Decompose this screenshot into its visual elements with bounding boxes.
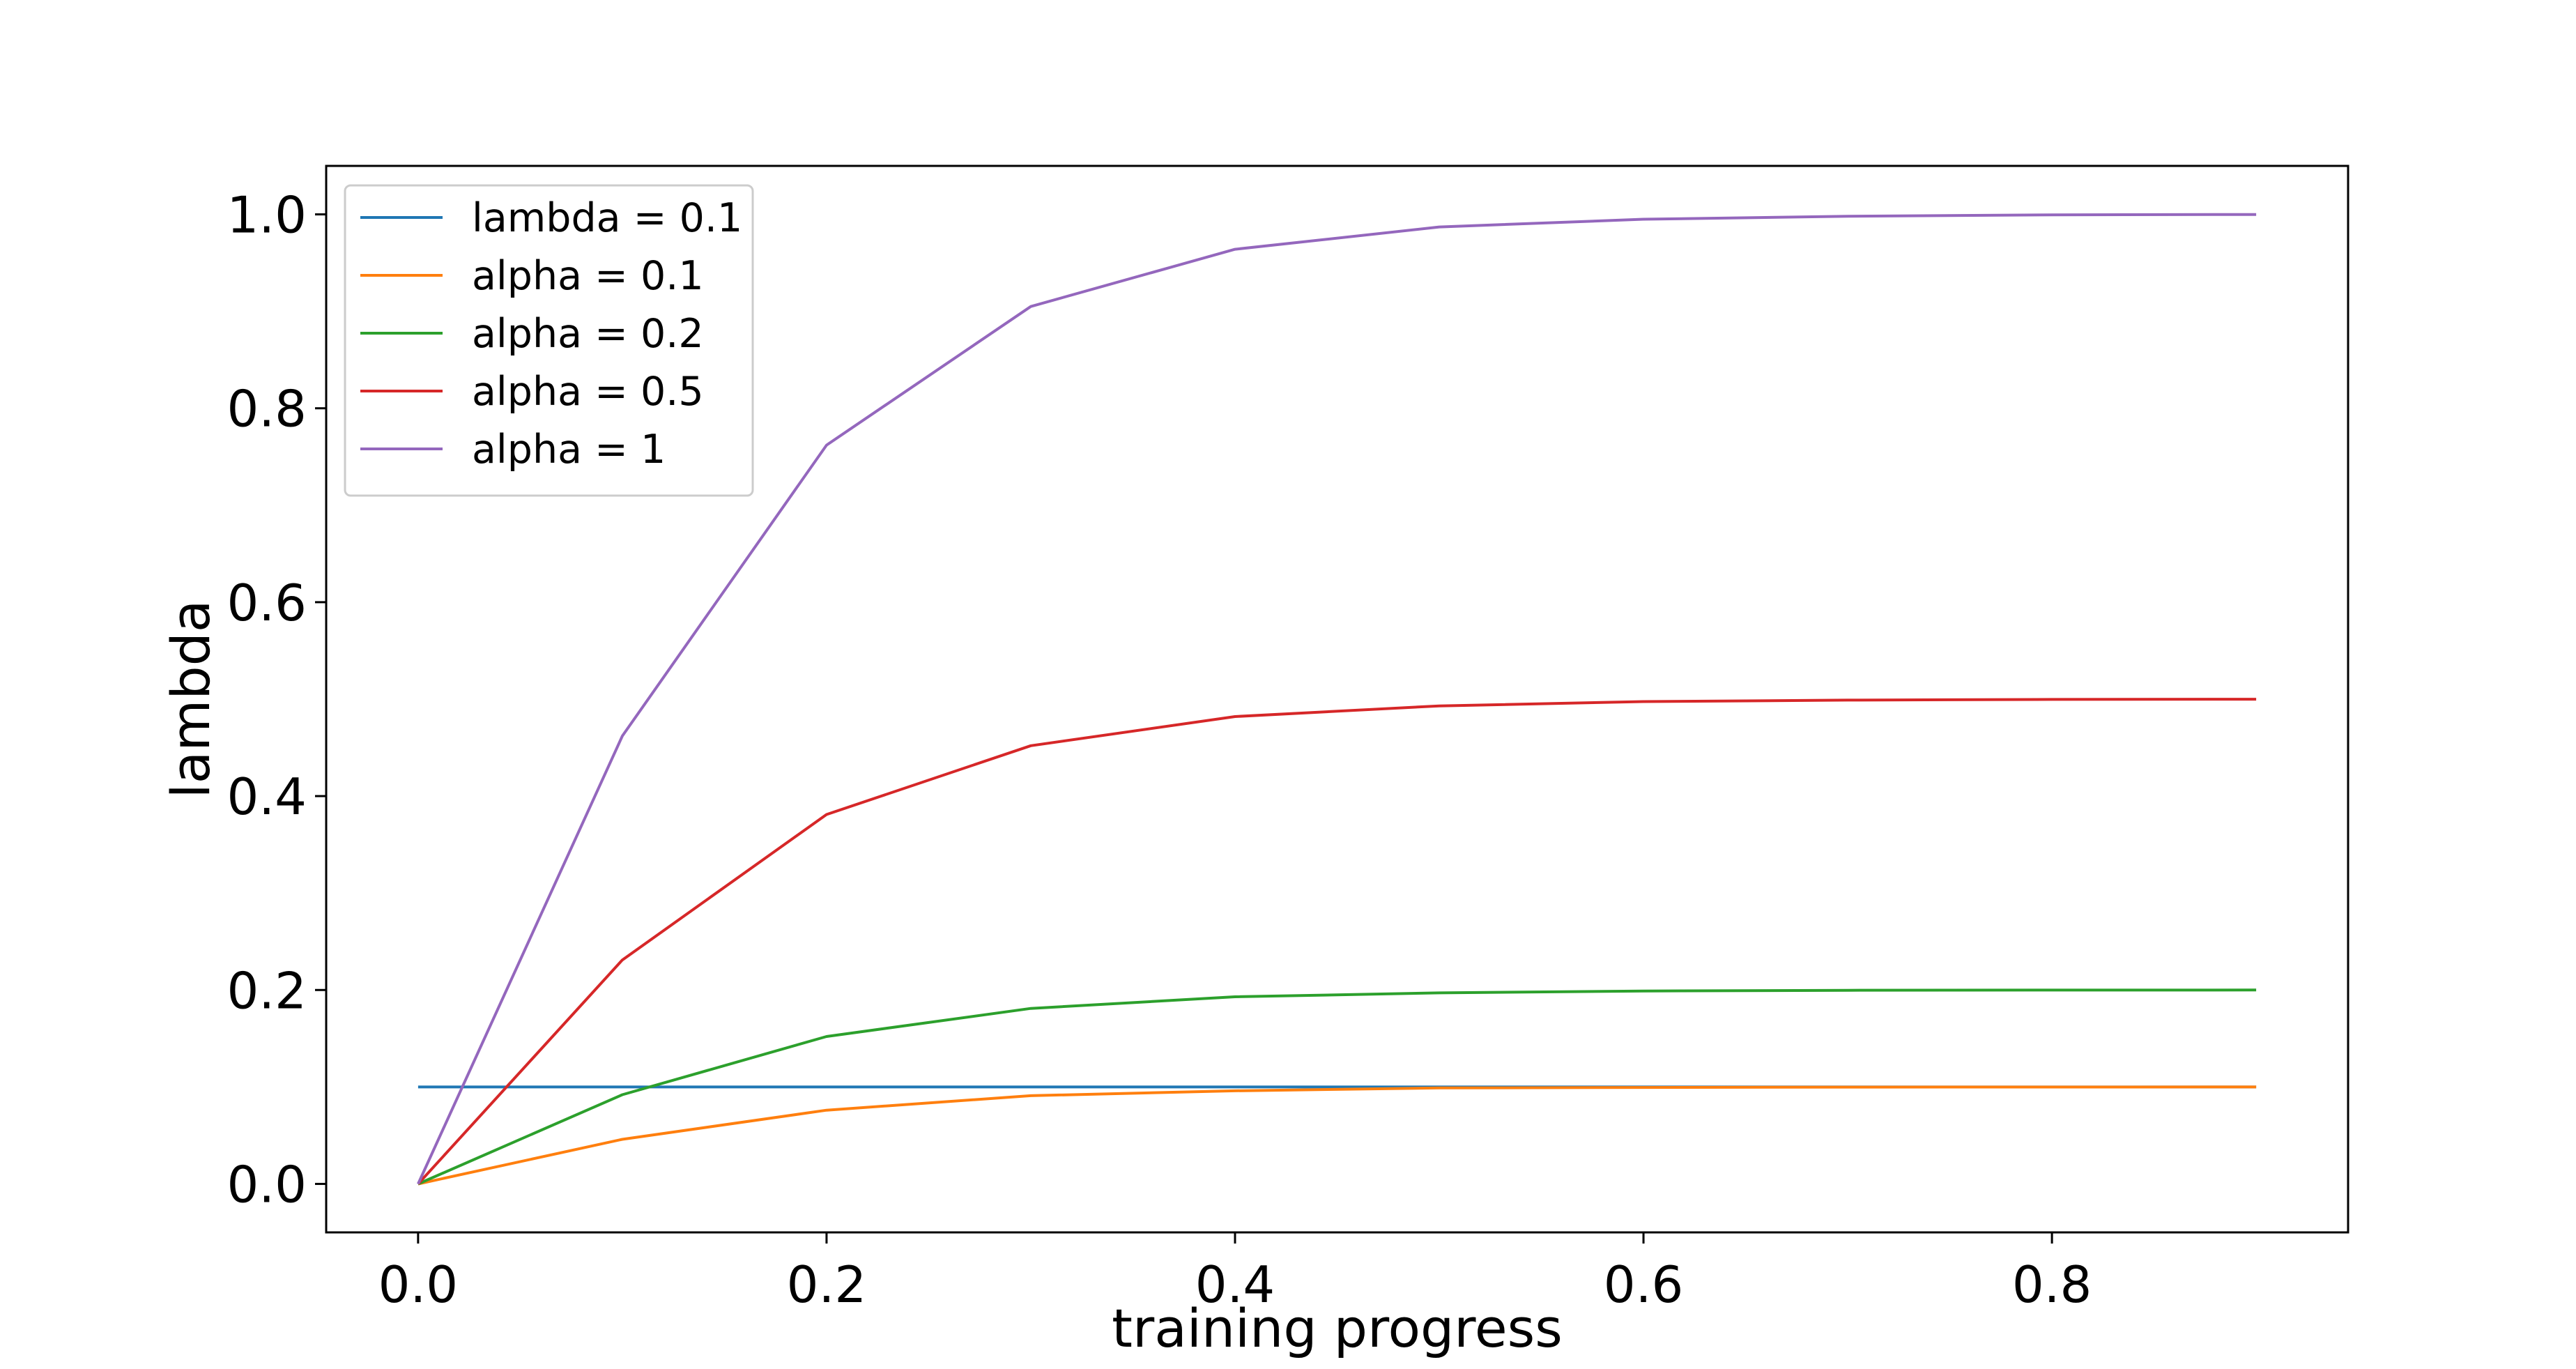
- series-line-1: [417, 1085, 2257, 1186]
- y-tick-label: 0.8: [227, 380, 307, 438]
- x-tick-label: 0.8: [2012, 1255, 2092, 1314]
- y-axis-label: lambda: [160, 600, 222, 799]
- y-tick-label: 1.0: [227, 186, 307, 245]
- series-line-4: [417, 213, 2257, 1185]
- legend-label: alpha = 0.1: [472, 253, 704, 299]
- x-tick-label: 0.6: [1604, 1255, 1684, 1314]
- x-tick-label: 0.2: [787, 1255, 867, 1314]
- y-tick-label: 0.0: [227, 1155, 307, 1214]
- series-layer: [417, 213, 2257, 1186]
- legend-label: alpha = 1: [472, 427, 666, 473]
- plot-frame: [325, 165, 2349, 1234]
- legend: lambda = 0.1 alpha = 0.1 alpha = 0.2 alpha …: [344, 184, 754, 497]
- x-axis-label: training progress: [1112, 1297, 1563, 1359]
- legend-label: lambda = 0.1: [472, 195, 742, 241]
- y-tick-label: 0.4: [227, 767, 307, 826]
- y-tick-label: 0.6: [227, 574, 307, 632]
- x-tick-label: 0.0: [378, 1255, 459, 1314]
- legend-label: alpha = 0.2: [472, 311, 704, 357]
- series-line-2: [417, 988, 2257, 1186]
- series-line-3: [417, 698, 2257, 1185]
- y-tick-label: 0.2: [227, 961, 307, 1020]
- legend-label: alpha = 0.5: [472, 369, 704, 415]
- x-tick-label: 0.4: [1195, 1255, 1275, 1314]
- y-axis: 0.0 0.2 0.4 0.6 0.8 1.0: [227, 186, 326, 1214]
- legend-box: [344, 184, 754, 497]
- x-axis: 0.0 0.2 0.4 0.6 0.8: [378, 1232, 2092, 1314]
